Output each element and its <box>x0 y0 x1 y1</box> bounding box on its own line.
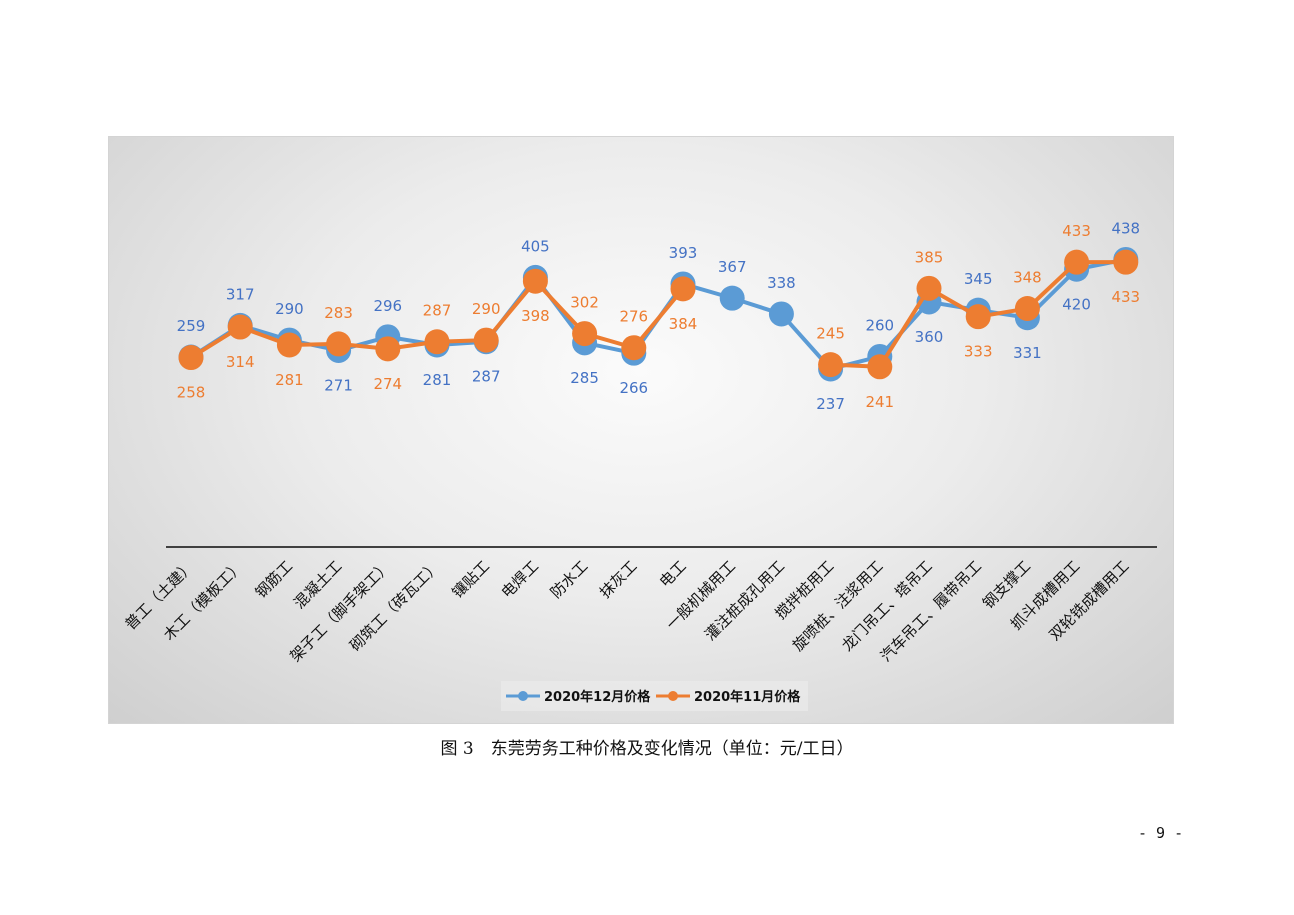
data-label: 260 <box>865 316 894 334</box>
data-point <box>375 336 401 362</box>
data-label: 398 <box>521 307 550 325</box>
data-label: 290 <box>472 300 501 318</box>
category-label: 钢筋工 <box>252 557 297 602</box>
legend-item-1: 2020年12月价格 <box>506 689 651 705</box>
data-label: 259 <box>177 317 206 335</box>
data-label: 385 <box>915 248 944 266</box>
data-label: 290 <box>275 300 304 318</box>
data-label: 420 <box>1062 295 1091 313</box>
data-point <box>178 345 204 371</box>
data-label: 384 <box>669 315 698 333</box>
data-point <box>1064 249 1090 275</box>
data-label: 285 <box>570 369 599 387</box>
legend-item-2: 2020年11月价格 <box>656 689 801 705</box>
data-label: 258 <box>177 384 206 402</box>
data-label: 405 <box>521 237 550 255</box>
data-label: 281 <box>423 371 452 389</box>
data-label: 274 <box>373 375 402 393</box>
data-label: 276 <box>619 308 648 326</box>
data-label: 281 <box>275 371 304 389</box>
data-label: 393 <box>669 244 698 262</box>
category-label: 抹灰工 <box>596 557 641 602</box>
data-point <box>572 321 598 347</box>
data-label: 333 <box>964 343 993 361</box>
data-point <box>670 276 696 302</box>
data-labels: 259 317 290 271 296 281 287 405 285 266 393 367 338 2… <box>177 219 1140 413</box>
data-label: 296 <box>373 297 402 315</box>
data-label: 287 <box>472 368 501 386</box>
data-label: 348 <box>1013 268 1042 286</box>
series-2 <box>178 249 1139 380</box>
data-point <box>1014 295 1040 321</box>
data-label: 367 <box>718 258 747 276</box>
data-label: 338 <box>767 274 796 292</box>
category-label: 镶贴工 <box>448 557 493 602</box>
legend: 2020年12月价格 2020年11月价格 <box>501 681 808 711</box>
legend-marker <box>518 691 528 701</box>
data-label: 331 <box>1013 344 1042 362</box>
data-point <box>621 335 647 361</box>
legend-box <box>501 681 808 711</box>
page-number: - 9 - <box>1138 824 1184 842</box>
legend-marker <box>668 691 678 701</box>
category-label: 龙门吊工、塔吊工 <box>838 557 936 655</box>
data-point <box>424 329 450 355</box>
category-label: 电焊工 <box>498 557 543 602</box>
category-label: 电工 <box>656 557 690 591</box>
data-point <box>473 327 499 353</box>
data-label: 237 <box>816 395 845 413</box>
data-label: 245 <box>816 325 845 343</box>
data-point <box>867 354 893 380</box>
data-label: 266 <box>619 379 648 397</box>
category-label: 旋喷桩、注浆用工 <box>789 557 887 655</box>
data-label: 317 <box>226 285 255 303</box>
data-label: 283 <box>324 304 353 322</box>
data-label: 314 <box>226 353 255 371</box>
data-point <box>818 352 844 378</box>
figure-caption: 图 3 东莞劳务工种价格及变化情况（单位：元/工日） <box>440 739 854 759</box>
legend-label: 2020年12月价格 <box>544 689 651 705</box>
data-label: 271 <box>324 376 353 394</box>
data-label: 345 <box>964 270 993 288</box>
data-label: 241 <box>865 393 894 411</box>
category-label: 砌筑工（砖瓦工） <box>346 557 444 655</box>
data-label: 433 <box>1111 288 1140 306</box>
legend-label: 2020年11月价格 <box>694 689 801 705</box>
data-point <box>1113 249 1139 275</box>
data-label: 302 <box>570 294 599 312</box>
data-point <box>719 285 745 311</box>
data-point <box>227 314 253 340</box>
data-point <box>522 268 548 294</box>
chart-panel: 普工（土建） 木工（模板工） 钢筋工 混凝土工 架子工（脚手架工） 砌筑工（砖瓦工） 镶贴工… <box>108 136 1174 724</box>
data-label: 287 <box>423 302 452 320</box>
data-label: 433 <box>1062 222 1091 240</box>
data-point <box>768 301 794 327</box>
data-point <box>326 331 352 357</box>
data-point <box>276 332 302 358</box>
data-point <box>916 275 942 301</box>
data-point <box>965 304 991 330</box>
data-label: 438 <box>1111 219 1140 237</box>
data-label: 360 <box>915 328 944 346</box>
series-group <box>178 246 1139 382</box>
category-label: 防水工 <box>547 557 592 602</box>
